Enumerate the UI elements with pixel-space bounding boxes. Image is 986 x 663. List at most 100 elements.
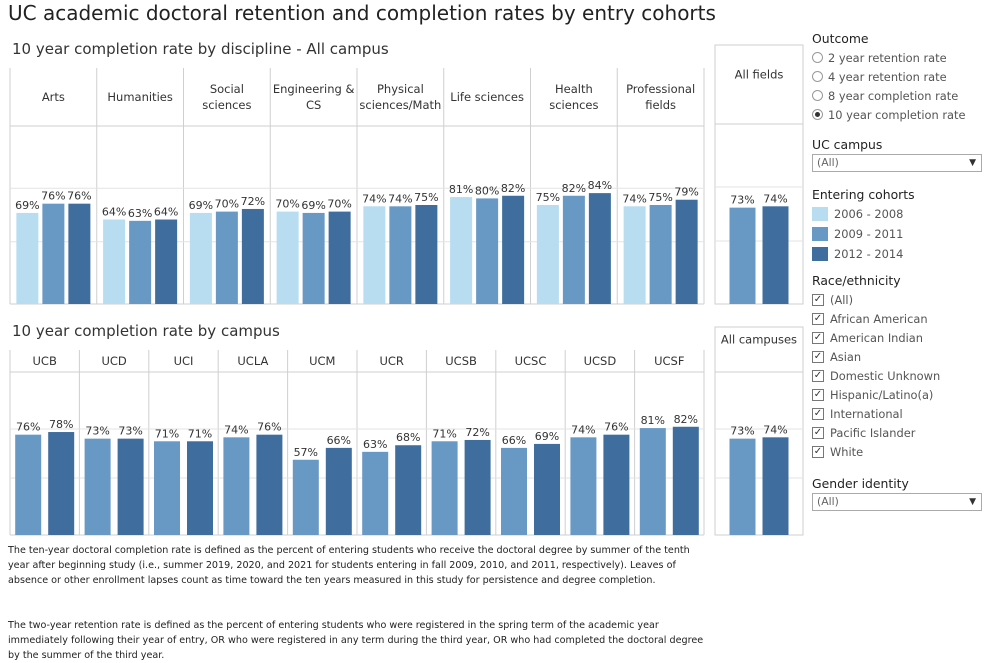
total-frame	[714, 326, 804, 536]
outcome-option-4yr[interactable]: 4 year retention rate	[812, 67, 984, 86]
legend-item-cohort-1[interactable]: 2006 - 2008	[812, 204, 984, 224]
race-title: Race/ethnicity	[812, 273, 901, 288]
checkbox-checked-icon[interactable]: ✓	[812, 331, 824, 344]
bar-value-label: 73%	[730, 194, 754, 207]
bar-value-label: 70%	[327, 198, 351, 211]
race-option-american-indian[interactable]: ✓ American Indian	[812, 328, 984, 347]
legend-item-cohort-3[interactable]: 2012 - 2014	[812, 244, 984, 264]
panel-header-label: sciences	[202, 98, 251, 112]
total-frame	[714, 44, 804, 305]
bar-value-label: 70%	[215, 198, 239, 211]
gender-dropdown[interactable]: (All) ▼	[812, 493, 982, 511]
panel-header-label: fields	[645, 98, 676, 112]
checkbox-checked-icon[interactable]: ✓	[812, 312, 824, 325]
bar	[476, 198, 499, 304]
bar	[464, 439, 491, 535]
panel-header-label: UCSC	[515, 354, 547, 368]
bar-value-label: 63%	[363, 438, 387, 451]
race-option-domestic-unknown[interactable]: ✓ Domestic Unknown	[812, 366, 984, 385]
bar-value-label: 71%	[155, 427, 179, 440]
bar	[501, 447, 527, 535]
total-panel: All fields 73% 74%	[715, 68, 803, 304]
checkbox-checked-icon[interactable]: ✓	[812, 445, 824, 458]
campus-dropdown[interactable]: (All) ▼	[812, 154, 982, 172]
panel-header-label: UCD	[101, 354, 126, 368]
checkbox-checked-icon[interactable]: ✓	[812, 407, 824, 420]
bar-value-label: 73%	[85, 425, 109, 438]
bar	[362, 451, 389, 535]
bar	[68, 203, 91, 304]
race-option-all[interactable]: ✓ (All)	[812, 290, 984, 309]
radio-selected-icon[interactable]	[812, 109, 823, 120]
bar	[502, 195, 525, 304]
panel-5: Life sciences 81% 80% 82%	[443, 90, 531, 304]
bar	[588, 193, 611, 304]
campus-chart-title: 10 year completion rate by campus	[12, 322, 280, 340]
bar-value-label: 74%	[224, 423, 248, 436]
radio-icon[interactable]	[812, 52, 823, 63]
bar-value-label: 74%	[388, 192, 412, 205]
checkbox-checked-icon[interactable]: ✓	[812, 388, 824, 401]
bar	[129, 220, 152, 304]
checkbox-checked-icon[interactable]: ✓	[812, 293, 824, 306]
completion-rate-note: The ten-year doctoral completion rate is…	[8, 545, 690, 586]
bar	[103, 219, 126, 304]
radio-icon[interactable]	[812, 71, 823, 82]
chevron-down-icon: ▼	[969, 497, 976, 507]
outcome-option-8yr[interactable]: 8 year completion rate	[812, 86, 984, 105]
panel-1: Humanities 64% 63% 64%	[96, 90, 184, 304]
bar-value-label: 76%	[257, 421, 281, 434]
campus-title: UC campus	[812, 137, 883, 152]
bar	[762, 206, 789, 304]
bar-value-label: 69%	[535, 430, 559, 443]
race-option-asian[interactable]: ✓ Asian	[812, 347, 984, 366]
bar	[762, 437, 789, 535]
bar	[256, 434, 283, 535]
bar-value-label: 74%	[362, 192, 386, 205]
legend-label: 2012 - 2014	[834, 247, 904, 261]
panel-header-label: UCSD	[584, 354, 617, 368]
bar	[450, 197, 473, 304]
bar	[534, 443, 560, 535]
bar	[241, 208, 264, 304]
bar	[395, 445, 422, 535]
bar-value-label: 82%	[562, 182, 586, 195]
bar	[187, 441, 213, 535]
race-label: Domestic Unknown	[830, 368, 941, 383]
bar-value-label: 66%	[327, 434, 351, 447]
bar-value-label: 75%	[414, 191, 438, 204]
outcome-option-10yr[interactable]: 10 year completion rate	[812, 105, 984, 124]
checkbox-checked-icon[interactable]: ✓	[812, 369, 824, 382]
legend-item-cohort-2[interactable]: 2009 - 2011	[812, 224, 984, 244]
panel-3: UCLA 74% 76%	[218, 354, 288, 535]
race-label: (All)	[830, 292, 854, 307]
checkbox-checked-icon[interactable]: ✓	[812, 426, 824, 439]
bar-value-label: 84%	[588, 179, 612, 192]
race-option-international[interactable]: ✓ International	[812, 404, 984, 423]
outcome-option-2yr[interactable]: 2 year retention rate	[812, 48, 984, 67]
bar-value-label: 81%	[641, 414, 665, 427]
panel-1: UCD 73% 73%	[79, 354, 149, 535]
race-option-hispanic-latino[interactable]: ✓ Hispanic/Latino(a)	[812, 385, 984, 404]
race-option-pacific-islander[interactable]: ✓ Pacific Islander	[812, 423, 984, 442]
panel-7: Professional fields 74% 75% 79%	[617, 82, 704, 304]
bar-value-label: 82%	[501, 182, 525, 195]
bar	[729, 207, 756, 304]
panel-header-label: UCSB	[445, 354, 477, 368]
panel-header-label: UCM	[309, 354, 335, 368]
race-label: White	[830, 444, 864, 459]
panel-9: UCSF 81% 82%	[634, 354, 704, 535]
radio-icon[interactable]	[812, 90, 823, 101]
checkbox-checked-icon[interactable]: ✓	[812, 350, 824, 363]
panel-header-label: Physical	[377, 82, 424, 96]
bar	[389, 206, 412, 304]
race-option-african-american[interactable]: ✓ African American	[812, 309, 984, 328]
panel-header-label: UCLA	[237, 354, 268, 368]
bar-value-label: 74%	[571, 423, 595, 436]
bar	[223, 437, 250, 535]
race-option-white[interactable]: ✓ White	[812, 442, 984, 461]
bar	[42, 203, 65, 304]
bar-value-label: 68%	[396, 431, 420, 444]
